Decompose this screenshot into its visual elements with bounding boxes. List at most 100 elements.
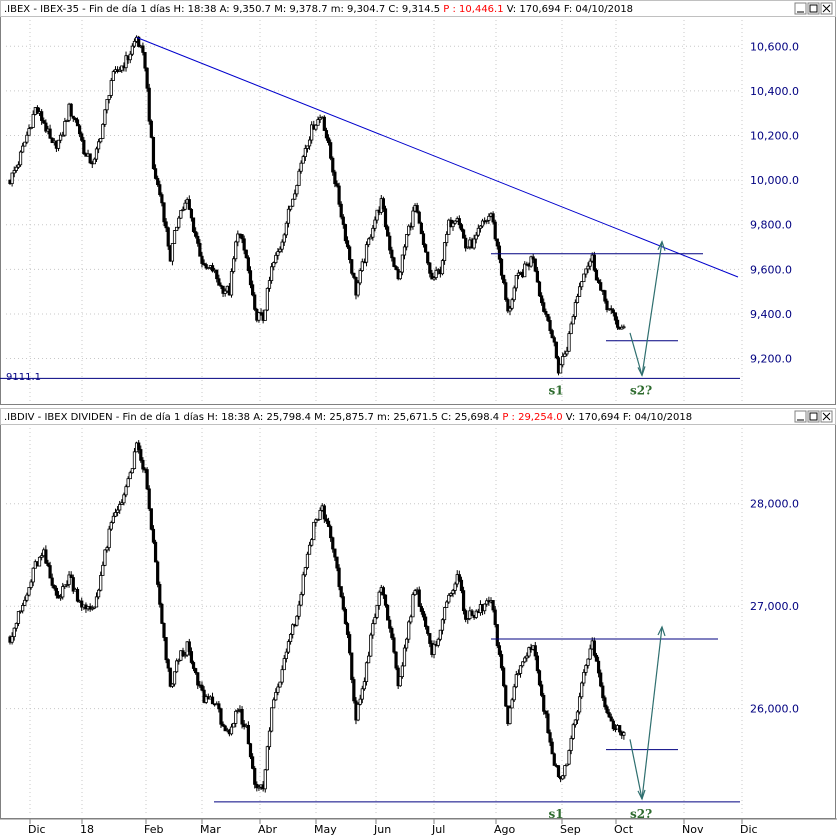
candle xyxy=(284,648,288,663)
candle xyxy=(594,268,599,281)
close-icon xyxy=(822,412,831,421)
candle xyxy=(137,440,141,454)
candle xyxy=(611,308,615,317)
candle xyxy=(181,206,185,212)
candle xyxy=(236,708,240,714)
candle xyxy=(367,237,371,248)
candle xyxy=(50,573,54,589)
pane-ibdiv-minimize-button[interactable] xyxy=(794,410,807,423)
candle xyxy=(25,131,29,145)
candle xyxy=(90,605,94,611)
pane-ibex-close-button[interactable] xyxy=(820,2,833,15)
candle xyxy=(510,697,514,709)
candle xyxy=(299,160,303,174)
candle xyxy=(269,707,274,733)
candle xyxy=(430,269,434,280)
candle xyxy=(257,784,261,791)
candle xyxy=(286,639,291,655)
candle xyxy=(405,234,409,251)
candle xyxy=(122,492,126,506)
projection-arrow-up xyxy=(641,626,663,799)
candle xyxy=(512,285,516,302)
pane-ibdiv-close-button[interactable] xyxy=(820,410,833,423)
candle xyxy=(428,262,432,278)
candle xyxy=(177,215,181,230)
candle xyxy=(253,292,257,312)
annotation-s1: s1 xyxy=(548,383,563,397)
candle xyxy=(525,652,529,662)
candle xyxy=(126,476,130,488)
candle xyxy=(358,694,362,706)
candle xyxy=(586,262,590,274)
candle xyxy=(548,729,552,747)
pane-ibex-maximize-button[interactable] xyxy=(807,2,820,15)
candle xyxy=(527,646,531,658)
candle xyxy=(577,692,582,715)
candle xyxy=(160,192,164,207)
candle xyxy=(371,224,375,241)
candle xyxy=(223,724,227,732)
candle xyxy=(362,677,367,691)
candle xyxy=(107,525,111,552)
candle xyxy=(575,709,580,724)
candle xyxy=(605,704,609,715)
candle xyxy=(130,43,134,57)
candle xyxy=(10,172,14,187)
candle xyxy=(177,658,181,665)
candle xyxy=(21,602,25,614)
x-tick-label: Feb xyxy=(144,823,163,836)
candle xyxy=(189,208,194,222)
candle xyxy=(377,590,381,610)
x-tick-label: Dic xyxy=(740,823,758,836)
candle xyxy=(402,644,407,667)
candle xyxy=(329,139,333,161)
candle xyxy=(288,632,293,645)
candle xyxy=(573,299,577,320)
y-tick-label: 9,800.0 xyxy=(750,219,792,232)
x-tick-label: Dic xyxy=(28,823,46,836)
candle xyxy=(124,484,128,498)
candle xyxy=(552,752,556,766)
candle xyxy=(451,588,455,598)
y-tick-label: 10,200.0 xyxy=(750,130,799,143)
candle xyxy=(326,517,331,528)
pane-ibdiv-titlebar xyxy=(0,408,836,425)
pane-ibdiv-maximize-button[interactable] xyxy=(807,410,820,423)
candle xyxy=(485,219,489,224)
candle xyxy=(546,313,550,322)
candle xyxy=(369,234,373,240)
candle xyxy=(158,180,162,197)
candle xyxy=(48,561,52,579)
candle xyxy=(552,335,556,347)
candle xyxy=(263,309,267,321)
candle xyxy=(16,611,21,627)
candle xyxy=(415,202,419,214)
candle xyxy=(109,520,113,532)
candle xyxy=(97,588,101,600)
candle xyxy=(407,224,411,237)
candle xyxy=(31,110,35,128)
candle xyxy=(48,124,52,139)
candle xyxy=(337,182,341,207)
candle xyxy=(339,586,343,599)
x-tick-label: Jun xyxy=(373,823,391,836)
candle xyxy=(607,709,611,718)
candle xyxy=(373,216,377,232)
annotation-s2: s2? xyxy=(630,807,652,821)
candle xyxy=(269,263,274,284)
candle xyxy=(217,274,221,286)
candle xyxy=(316,116,320,126)
candle xyxy=(592,637,596,658)
candle xyxy=(94,592,99,608)
candle xyxy=(369,632,373,657)
candle xyxy=(284,221,288,239)
candle xyxy=(215,269,219,283)
candle xyxy=(472,234,476,250)
y-tick-label: 9,400.0 xyxy=(750,308,792,321)
candle xyxy=(445,231,449,247)
pane-ibex-minimize-button[interactable] xyxy=(794,2,807,15)
candle xyxy=(411,206,415,230)
candle xyxy=(474,232,478,244)
y-tick-label: 10,000.0 xyxy=(750,174,799,187)
candle xyxy=(419,221,423,235)
